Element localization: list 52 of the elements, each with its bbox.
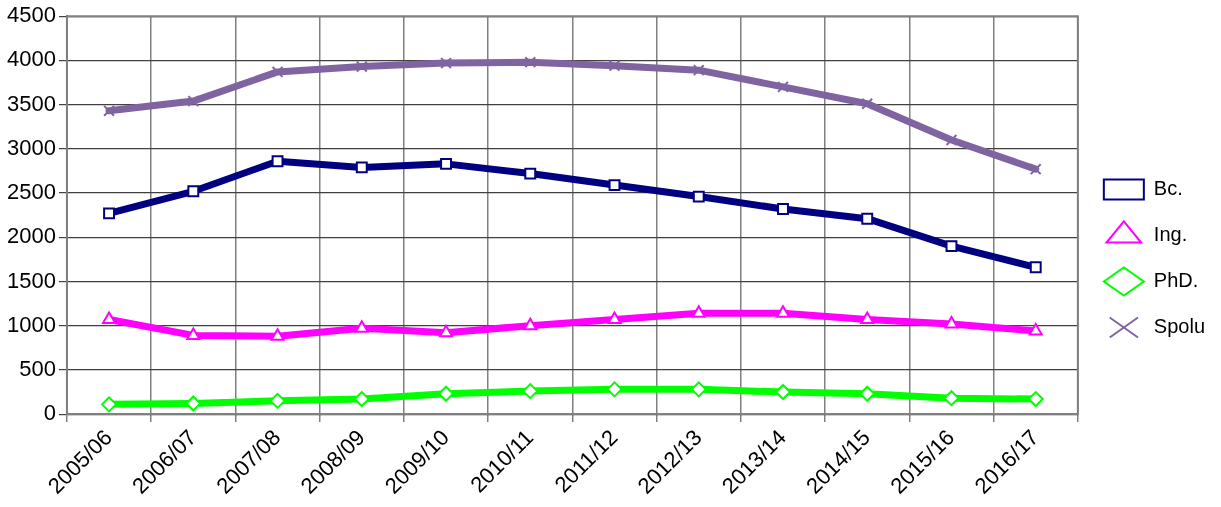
point bbox=[777, 80, 789, 93]
point bbox=[1028, 322, 1043, 336]
point bbox=[607, 311, 622, 324]
point bbox=[861, 212, 874, 225]
y-tick-label: 3000 bbox=[6, 134, 56, 160]
point bbox=[187, 95, 200, 108]
legend-label: Spolu bbox=[1153, 315, 1205, 338]
point bbox=[1029, 163, 1042, 176]
y-tick-label: 500 bbox=[19, 355, 56, 381]
y-tick-label: 1000 bbox=[6, 311, 56, 337]
point bbox=[103, 207, 116, 220]
point bbox=[355, 60, 368, 73]
point bbox=[608, 59, 621, 72]
point bbox=[861, 97, 874, 110]
point bbox=[945, 240, 958, 253]
y-tick-label: 1500 bbox=[6, 267, 56, 293]
legend-label: Bc. bbox=[1153, 177, 1183, 200]
point bbox=[692, 190, 705, 203]
legend-label: PhD. bbox=[1153, 269, 1199, 292]
point bbox=[270, 328, 285, 341]
point bbox=[524, 167, 537, 180]
y-tick-label: 3500 bbox=[6, 90, 56, 116]
point bbox=[440, 157, 452, 170]
point bbox=[777, 203, 789, 215]
point bbox=[523, 317, 538, 331]
point bbox=[271, 155, 284, 168]
y-tick-label: 2000 bbox=[6, 223, 56, 249]
point bbox=[775, 305, 791, 318]
point bbox=[524, 56, 537, 69]
legend-label: Ing. bbox=[1153, 223, 1188, 246]
point bbox=[944, 315, 959, 329]
point bbox=[186, 327, 201, 340]
y-tick-label: 4000 bbox=[6, 46, 56, 72]
y-tick-label: 2500 bbox=[6, 179, 56, 205]
point bbox=[775, 384, 791, 400]
point bbox=[440, 57, 452, 70]
point bbox=[606, 381, 623, 398]
y-tick-label: 4500 bbox=[6, 2, 56, 28]
point bbox=[945, 134, 958, 146]
point bbox=[943, 390, 960, 407]
point bbox=[271, 65, 284, 78]
point bbox=[354, 320, 369, 333]
point bbox=[860, 311, 875, 324]
point bbox=[355, 161, 368, 174]
point bbox=[1029, 261, 1042, 274]
point bbox=[691, 305, 706, 318]
point bbox=[438, 324, 454, 338]
point bbox=[187, 185, 200, 198]
point bbox=[692, 64, 705, 77]
point bbox=[103, 104, 116, 117]
point bbox=[608, 179, 621, 192]
y-tick-label: 0 bbox=[43, 400, 56, 426]
